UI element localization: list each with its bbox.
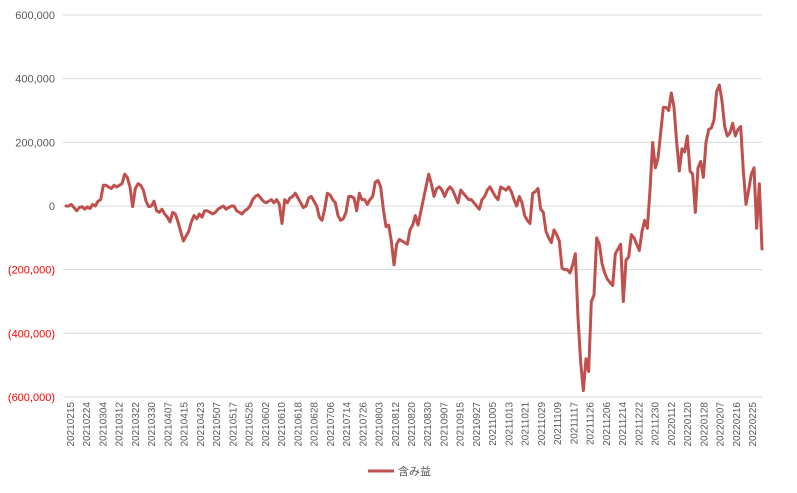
x-tick-label: 20211021 (521, 402, 532, 446)
x-tick-label: 20210312 (115, 402, 126, 447)
x-tick-label: 20211206 (602, 402, 613, 446)
x-tick-label: 20211214 (618, 402, 629, 446)
x-tick-label: 20210820 (407, 402, 418, 447)
x-tick-label: 20220120 (683, 402, 694, 447)
x-tick-label: 20210830 (423, 402, 434, 447)
x-tick-label: 20210423 (196, 402, 207, 447)
x-tick-label: 20220128 (699, 402, 710, 447)
y-axis-labels: 600,000 400,000 200,000 0 (200,000) (400,000)… (8, 10, 55, 404)
x-tick-label: 20210812 (391, 402, 402, 447)
x-tick-label: 20210726 (358, 402, 369, 447)
gridlines (63, 14, 762, 398)
x-tick-label: 20210706 (326, 402, 337, 447)
x-tick-label: 20211230 (651, 402, 662, 446)
x-tick-label: 20220225 (748, 402, 759, 447)
legend: 含み益 (368, 464, 431, 478)
x-tick-label: 20210517 (228, 402, 239, 447)
y-tick-label: 200,000 (15, 137, 55, 149)
x-tick-label: 20211013 (504, 402, 515, 446)
x-axis-labels: 20210215 20210224 20210304 20210312 20210322… (66, 402, 759, 447)
x-tick-label: 20210915 (456, 402, 467, 447)
x-tick-label: 20211109 (553, 402, 564, 445)
x-tick-label: 20210602 (261, 402, 272, 447)
x-tick-label: 20220216 (732, 402, 743, 447)
x-tick-label: 20210215 (66, 402, 77, 447)
x-tick-label: 20211029 (537, 402, 548, 446)
x-tick-label: 20211222 (634, 402, 645, 446)
x-tick-label: 20220112 (667, 402, 678, 446)
x-tick-label: 20210507 (212, 402, 223, 447)
x-tick-label: 20211126 (586, 402, 597, 445)
x-tick-label: 20210618 (293, 402, 304, 447)
y-tick-label: (600,000) (8, 392, 55, 404)
x-tick-label: 20210907 (439, 402, 450, 447)
y-tick-label: (200,000) (8, 265, 55, 277)
x-tick-label: 20210304 (98, 402, 109, 447)
x-tick-label: 20210628 (310, 402, 321, 447)
x-tick-label: 20210415 (180, 402, 191, 447)
legend-label: 含み益 (398, 464, 431, 478)
x-tick-label: 20210610 (277, 402, 288, 447)
x-tick-label: 20210927 (472, 402, 483, 447)
y-tick-label: 600,000 (15, 10, 55, 22)
x-tick-label: 20210525 (245, 402, 256, 447)
x-tick-label: 20211117 (569, 402, 580, 445)
y-tick-label: (400,000) (8, 328, 55, 340)
x-tick-label: 20210407 (163, 402, 174, 447)
x-tick-label: 20210322 (131, 402, 142, 447)
x-tick-label: 20211005 (488, 402, 499, 446)
x-tick-label: 20210330 (147, 402, 158, 447)
y-tick-label: 0 (49, 201, 55, 213)
x-tick-label: 20210224 (82, 402, 93, 447)
x-tick-label: 20210714 (342, 402, 353, 447)
series-line-含み益 (64, 83, 764, 393)
x-tick-label: 20220207 (716, 402, 727, 447)
y-tick-label: 400,000 (15, 74, 55, 86)
x-tick-label: 20210803 (375, 402, 386, 447)
